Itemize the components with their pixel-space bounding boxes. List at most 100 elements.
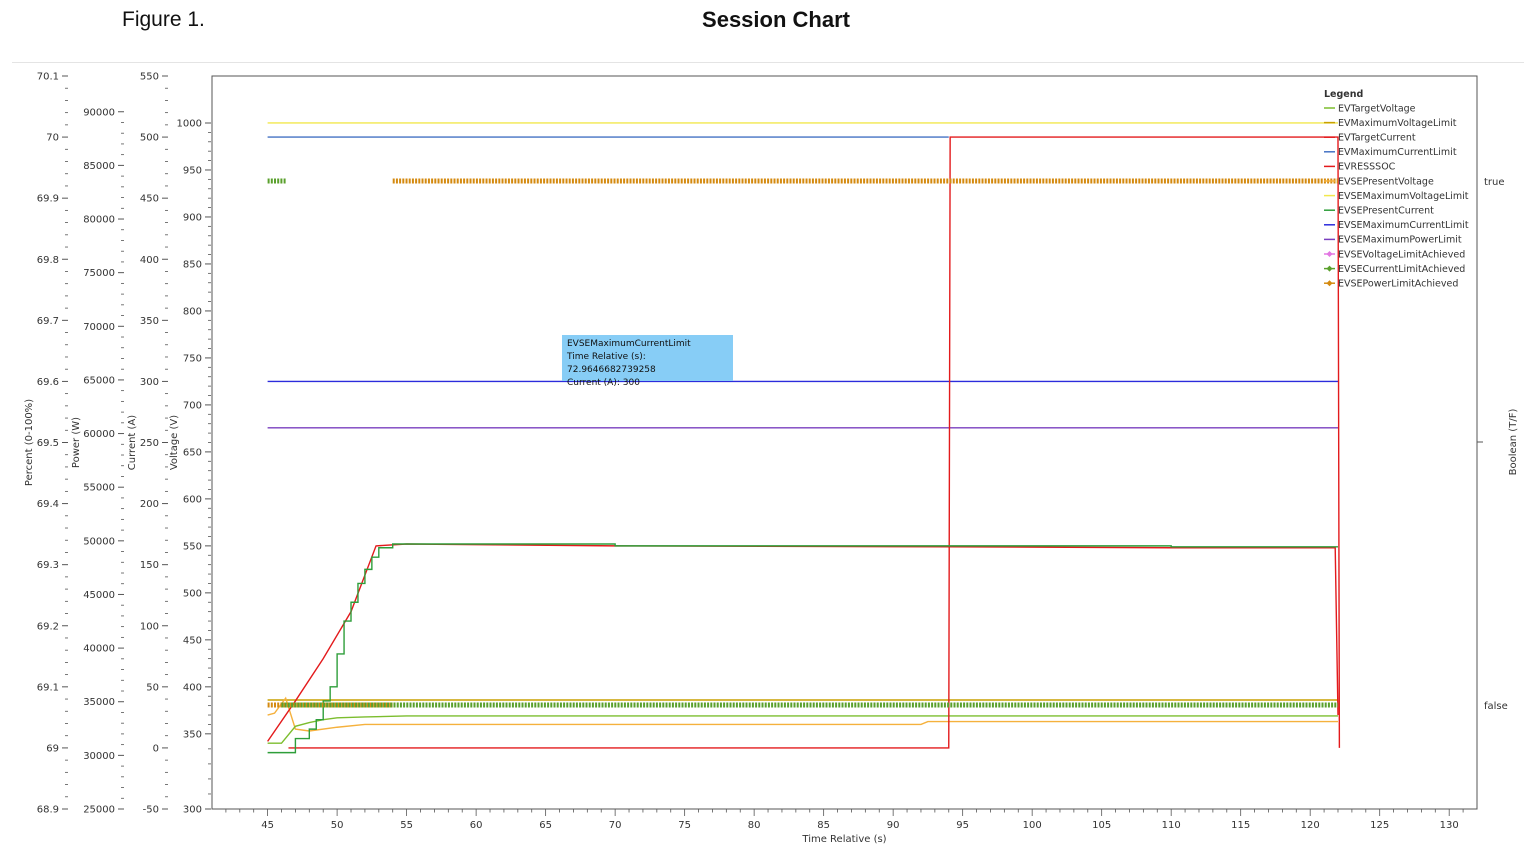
legend-label: EVSEPresentVoltage (1338, 176, 1434, 187)
x-tick-label: 50 (331, 820, 344, 831)
current-tick-label: 450 (140, 194, 159, 205)
legend-label: EVSEMaximumVoltageLimit (1338, 191, 1469, 202)
x-tick-label: 100 (1023, 820, 1042, 831)
voltage-tick-label: 850 (183, 259, 202, 270)
current-tick-label: 350 (140, 316, 159, 327)
evtargetvoltage-series (267, 715, 1338, 744)
evsecurrentlimitachieved-series (267, 178, 1338, 708)
legend-item: EVSEPresentCurrent (1324, 206, 1434, 217)
legend-label: EVSECurrentLimitAchieved (1338, 264, 1465, 275)
chart-title: Session Chart (702, 7, 850, 32)
voltage-tick-label: 400 (183, 682, 202, 693)
boolean-tick-label: true (1484, 177, 1505, 188)
x-tick-label: 75 (678, 820, 691, 831)
x-tick-label: 85 (817, 820, 830, 831)
power-axis-label: Power (W) (71, 417, 82, 468)
current-tick-label: 400 (140, 255, 159, 266)
legend-label: EVSEPowerLimitAchieved (1338, 279, 1458, 290)
current-tick-label: 500 (140, 133, 159, 144)
power-tick-label: 55000 (83, 483, 115, 494)
evtargetcurrent-series (288, 136, 1341, 749)
current-tick-label: 100 (140, 621, 159, 632)
legend-item: EVSEPowerLimitAchieved (1324, 279, 1458, 290)
series-layer (267, 122, 1341, 754)
current-tick-label: 200 (140, 499, 159, 510)
voltage-tick-label: 800 (183, 306, 202, 317)
current-tick-label: 300 (140, 377, 159, 388)
voltage-tick-label: 750 (183, 353, 202, 364)
legend-label: EVMaximumCurrentLimit (1338, 147, 1457, 158)
power-tick-label: 50000 (83, 536, 115, 547)
percent-tick-label: 68.9 (37, 805, 59, 816)
power-tick-label: 35000 (83, 697, 115, 708)
x-tick-label: 115 (1231, 820, 1250, 831)
percent-axis-label: Percent (0-100%) (24, 399, 35, 486)
voltage-tick-label: 550 (183, 541, 202, 552)
evsepowerlimitachieved-series (267, 178, 1338, 708)
x-axis: 45 50 55 60 65 70 75 80 85 90 95 100 105 110 115 120 125… (225, 809, 1464, 845)
legend-label: EVMaximumVoltageLimit (1338, 118, 1457, 129)
legend-label: EVSEPresentCurrent (1338, 206, 1434, 217)
boolean-axis-label: Boolean (T/F) (1508, 409, 1519, 476)
percent-tick-label: 69.7 (37, 316, 59, 327)
voltage-tick-label: 500 (183, 588, 202, 599)
x-tick-label: 130 (1440, 820, 1459, 831)
legend-item: EVSEPresentVoltage (1324, 176, 1434, 187)
voltage-tick-label: 1000 (177, 118, 202, 129)
power-axis: 25000 30000 35000 40000 45000 50000 55000 60000… (71, 76, 125, 816)
voltage-tick-label: 900 (183, 212, 202, 223)
percent-tick-label: 70.1 (37, 72, 59, 83)
legend-marker (1326, 265, 1333, 272)
power-tick-label: 45000 (83, 590, 115, 601)
legend-label: EVRESSSOC (1338, 162, 1396, 173)
power-tick-label: 30000 (83, 751, 115, 762)
legend-item: EVMaximumVoltageLimit (1324, 118, 1457, 129)
voltage-tick-label: 350 (183, 729, 202, 740)
x-tick-label: 80 (748, 820, 761, 831)
x-tick-label: 70 (609, 820, 622, 831)
voltage-tick-label: 600 (183, 494, 202, 505)
current-tick-label: 50 (146, 682, 159, 693)
voltage-tick-label: 950 (183, 165, 202, 176)
legend-label: EVSEVoltageLimitAchieved (1338, 249, 1465, 260)
evsepresentcurrent-series (267, 543, 1338, 754)
current-axis: -50 0 50 100 150 200 250 300 350 400 450 500 550 Curr… (127, 72, 169, 816)
boolean-axis: false true Boolean (T/F) (1477, 177, 1519, 712)
figure-label: Figure 1. (122, 8, 205, 31)
voltage-axis-label: Voltage (V) (169, 415, 180, 470)
legend-label: EVSEMaximumCurrentLimit (1338, 220, 1469, 231)
x-tick-label: 65 (539, 820, 552, 831)
power-tick-label: 65000 (83, 375, 115, 386)
plot-area (211, 75, 1478, 810)
legend-item: EVSEMaximumCurrentLimit (1324, 220, 1469, 231)
percent-axis: 68.9 69 69.1 69.2 69.3 69.4 69.5 69.6 69.7 69.8 69… (24, 72, 69, 816)
tooltip-current: Current (A): 300 (567, 378, 640, 388)
percent-tick-label: 69.6 (37, 377, 59, 388)
power-tick-label: 60000 (83, 429, 115, 440)
legend-label: EVSEMaximumPowerLimit (1338, 235, 1462, 246)
current-tick-label: 250 (140, 438, 159, 449)
current-tick-label: 0 (153, 743, 159, 754)
power-tick-label: 85000 (83, 161, 115, 172)
legend-item: EVRESSSOC (1324, 162, 1396, 173)
voltage-tick-label: 650 (183, 447, 202, 458)
x-tick-label: 90 (887, 820, 900, 831)
evresssoc-series (267, 543, 1339, 742)
legend-title: Legend (1324, 89, 1363, 100)
power-tick-label: 40000 (83, 644, 115, 655)
data-tooltip: EVSEMaximumCurrentLimit Time Relative (s… (562, 335, 733, 388)
legend-item: EVTargetVoltage (1324, 103, 1416, 114)
tooltip-time: Time Relative (s): 72.9646682739258 (567, 352, 656, 375)
x-tick-label: 105 (1092, 820, 1111, 831)
power-tick-label: 80000 (83, 215, 115, 226)
percent-tick-label: 69.5 (37, 438, 59, 449)
percent-tick-label: 69.1 (37, 682, 59, 693)
x-tick-label: 95 (956, 820, 969, 831)
voltage-tick-label: 300 (183, 805, 202, 816)
voltage-tick-label: 450 (183, 635, 202, 646)
x-axis-label: Time Relative (s) (801, 834, 886, 845)
current-tick-label: -50 (143, 805, 159, 816)
legend-label: EVTargetVoltage (1338, 103, 1416, 114)
power-tick-label: 90000 (83, 107, 115, 118)
